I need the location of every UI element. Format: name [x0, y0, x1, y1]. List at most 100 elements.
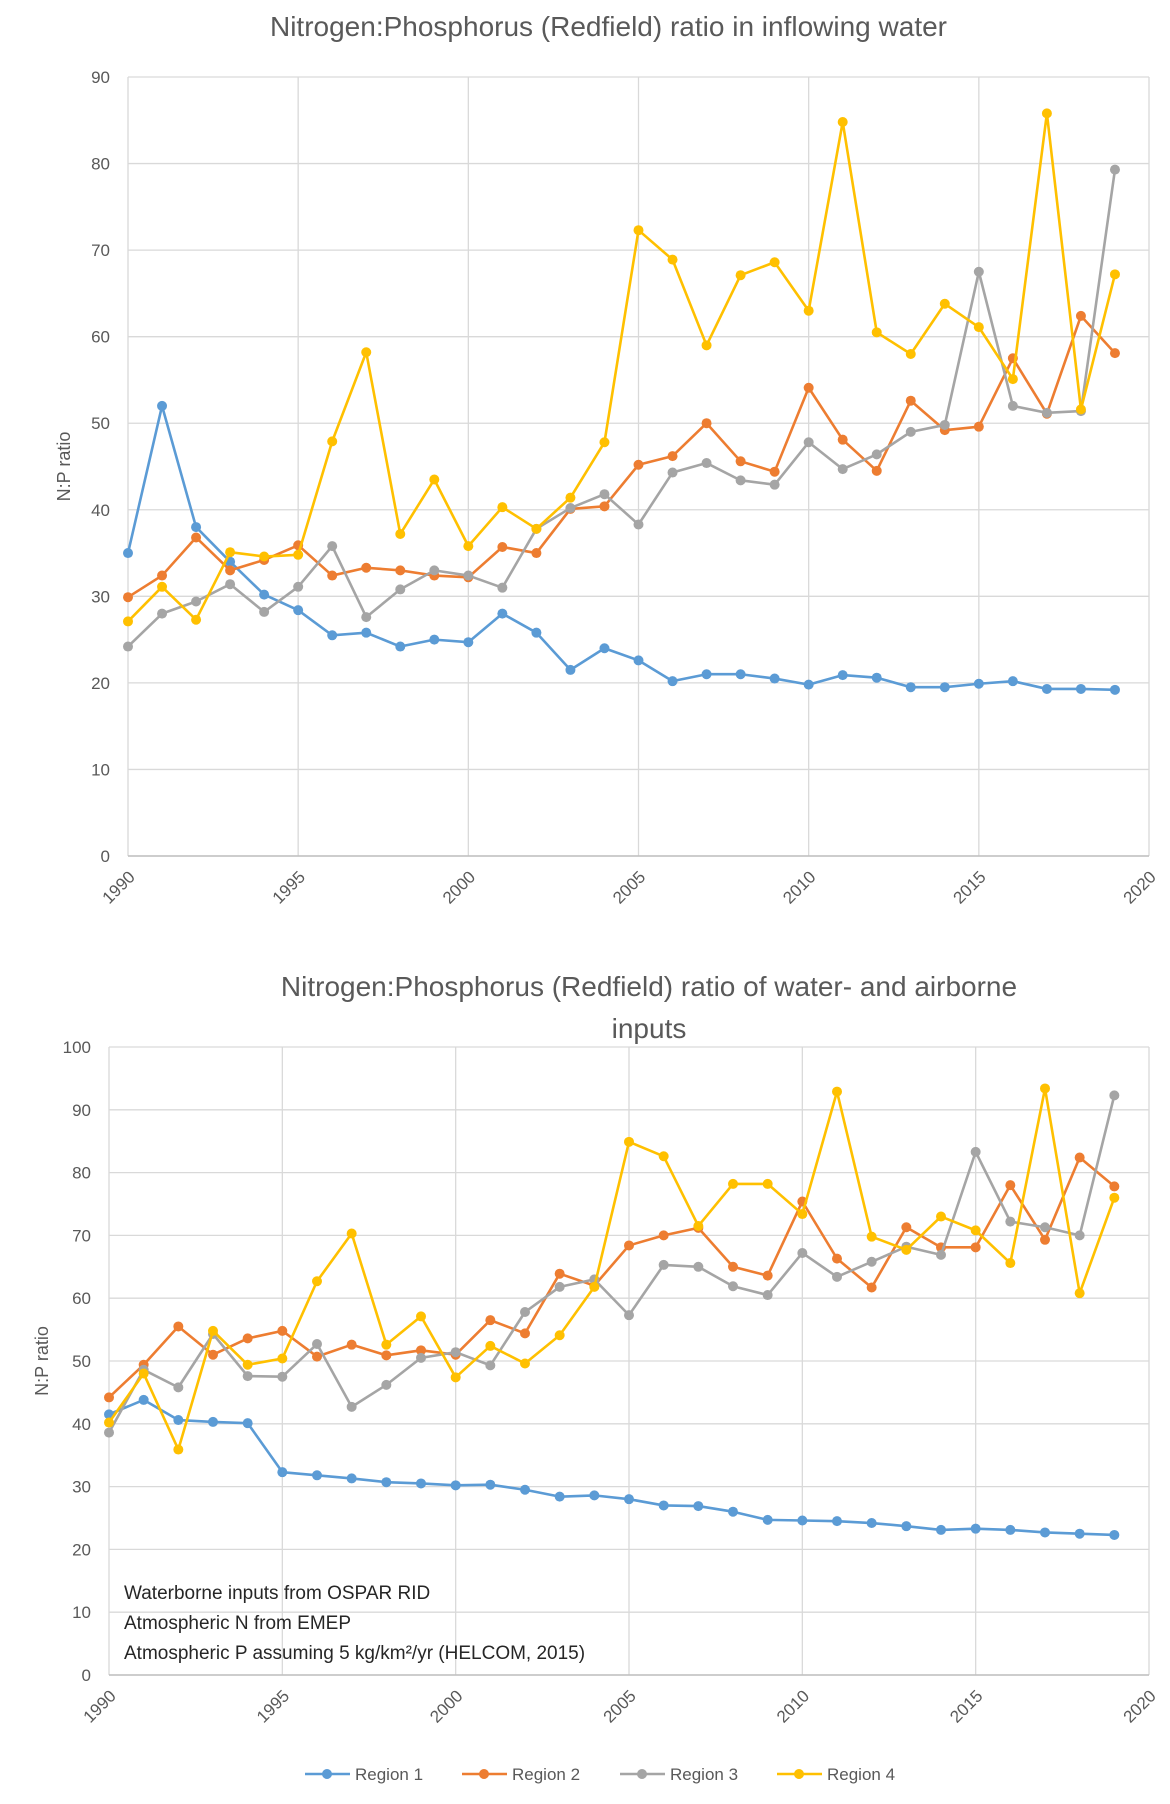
x-tick-label: 2005 — [609, 867, 649, 907]
data-point — [1109, 1181, 1120, 1192]
data-point — [497, 541, 508, 552]
data-point — [1041, 108, 1052, 119]
y-tick-label: 50 — [91, 414, 110, 433]
legend-label: Region 4 — [827, 1765, 895, 1784]
data-point — [346, 1228, 357, 1239]
x-tick-label: 2020 — [1120, 1686, 1160, 1726]
data-point — [728, 1506, 738, 1517]
data-point — [312, 1339, 322, 1350]
annotation-text: Waterborne inputs from OSPAR RID — [124, 1583, 430, 1604]
x-tick-label: 1990 — [80, 1686, 120, 1726]
data-point — [242, 1371, 253, 1382]
y-axis-label: N:P ratio — [54, 432, 74, 502]
data-point — [701, 418, 712, 429]
data-point — [599, 501, 610, 512]
data-point — [1041, 683, 1052, 694]
data-point — [259, 551, 270, 562]
data-point — [361, 347, 372, 358]
data-point — [803, 437, 814, 448]
data-point — [797, 1209, 808, 1220]
y-tick-label: 90 — [72, 1101, 91, 1120]
data-point — [327, 570, 338, 581]
data-point — [667, 467, 678, 478]
data-point — [346, 1401, 357, 1412]
series-line — [127, 112, 1117, 623]
data-point — [497, 582, 508, 593]
data-point — [658, 1151, 669, 1162]
data-point — [1005, 1216, 1016, 1227]
series-line — [108, 1156, 1116, 1399]
data-point — [970, 1523, 981, 1534]
data-point — [797, 1247, 808, 1258]
data-point — [973, 266, 984, 277]
data-point — [191, 596, 202, 607]
x-tick-label: 1990 — [99, 867, 139, 907]
data-point — [123, 592, 133, 603]
x-tick-label: 2010 — [773, 1686, 813, 1726]
data-point — [463, 570, 474, 581]
data-point — [138, 1394, 149, 1405]
y-tick-label: 70 — [91, 241, 110, 260]
y-tick-label: 40 — [72, 1415, 91, 1434]
data-point — [208, 1349, 218, 1360]
y-tick-label: 60 — [72, 1289, 91, 1308]
y-tick-label: 70 — [72, 1226, 91, 1245]
data-point — [565, 664, 576, 675]
data-point — [497, 608, 508, 619]
chart-1: Nitrogen:Phosphorus (Redfield) ratio in … — [54, 11, 1160, 908]
data-point — [589, 1490, 600, 1501]
legend-label: Region 1 — [355, 1765, 423, 1784]
chart-title: Nitrogen:Phosphorus (Redfield) ratio of … — [281, 971, 1017, 1002]
data-point — [1007, 676, 1018, 687]
data-point — [1007, 374, 1018, 385]
data-point — [624, 1240, 634, 1251]
data-point — [104, 1417, 114, 1428]
data-point — [123, 616, 133, 627]
y-tick-label: 100 — [63, 1038, 91, 1057]
data-point — [277, 1353, 288, 1364]
data-point — [905, 395, 916, 406]
data-point — [531, 627, 542, 638]
data-point — [395, 529, 406, 540]
data-point — [208, 1416, 218, 1427]
data-point — [520, 1328, 530, 1339]
data-point — [485, 1360, 496, 1371]
data-point — [936, 1249, 946, 1260]
data-point — [554, 1281, 565, 1292]
data-point — [769, 466, 780, 477]
data-point — [658, 1230, 669, 1241]
data-point — [1040, 1222, 1050, 1233]
x-tick-label: 2000 — [439, 867, 479, 907]
data-point — [1075, 683, 1086, 694]
data-point — [554, 1268, 565, 1279]
data-point — [485, 1479, 496, 1490]
data-point — [658, 1500, 669, 1511]
data-point — [293, 581, 304, 592]
data-point — [1074, 1152, 1085, 1163]
data-point — [693, 1501, 704, 1512]
data-point — [667, 676, 678, 687]
data-point — [837, 434, 848, 445]
data-point — [259, 606, 270, 617]
x-tick-label: 2005 — [600, 1686, 640, 1726]
data-point — [346, 1473, 357, 1484]
data-point — [416, 1352, 426, 1363]
data-point — [327, 436, 338, 447]
data-point — [1109, 1090, 1120, 1101]
data-point — [520, 1307, 530, 1318]
legend: Region 1 Region 2 Region 3 Region 4 — [305, 1765, 895, 1784]
data-point — [871, 672, 882, 683]
data-point — [939, 682, 950, 693]
data-point — [762, 1290, 773, 1301]
data-point — [531, 523, 542, 534]
data-point — [832, 1253, 842, 1264]
data-point — [395, 584, 406, 595]
data-point — [693, 1261, 704, 1272]
data-point — [429, 474, 440, 485]
data-point — [832, 1086, 842, 1097]
data-point — [905, 348, 916, 359]
data-point — [395, 565, 406, 576]
y-tick-label: 20 — [91, 674, 110, 693]
data-point — [866, 1231, 877, 1242]
data-point — [395, 641, 406, 652]
